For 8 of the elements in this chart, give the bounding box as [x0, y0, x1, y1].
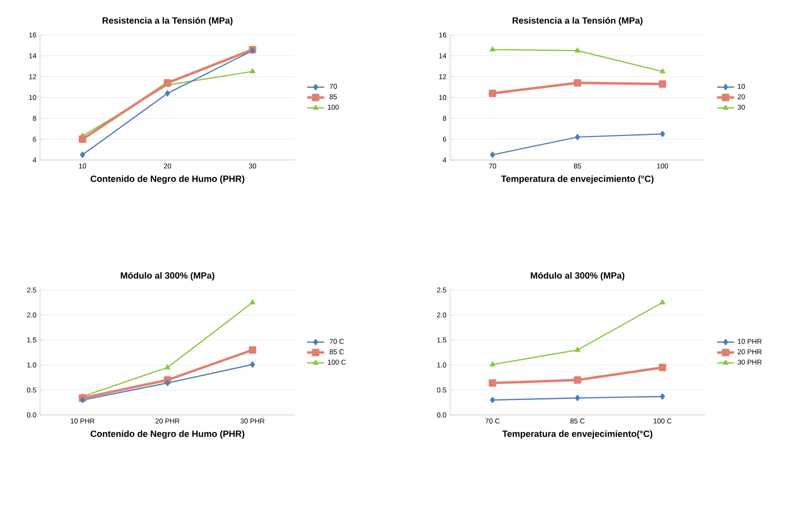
- x-axis-title: Temperatura de envejecimiento (°C): [501, 175, 654, 184]
- chart-title: Módulo al 300% (MPa): [530, 272, 624, 280]
- x-axis-title: Temperatura de envejecimiento(°C): [502, 430, 652, 439]
- x-axis-title: Contenido de Negro de Humo (PHR): [90, 430, 244, 439]
- chart-title: Resistencia a la Tensión (MPa): [102, 16, 232, 26]
- chart-title: Módulo al 300% (MPa): [120, 272, 214, 280]
- x-axis-title: Contenido de Negro de Humo (PHR): [90, 175, 244, 184]
- chart-title: Resistencia a la Tensión (MPa): [512, 16, 642, 26]
